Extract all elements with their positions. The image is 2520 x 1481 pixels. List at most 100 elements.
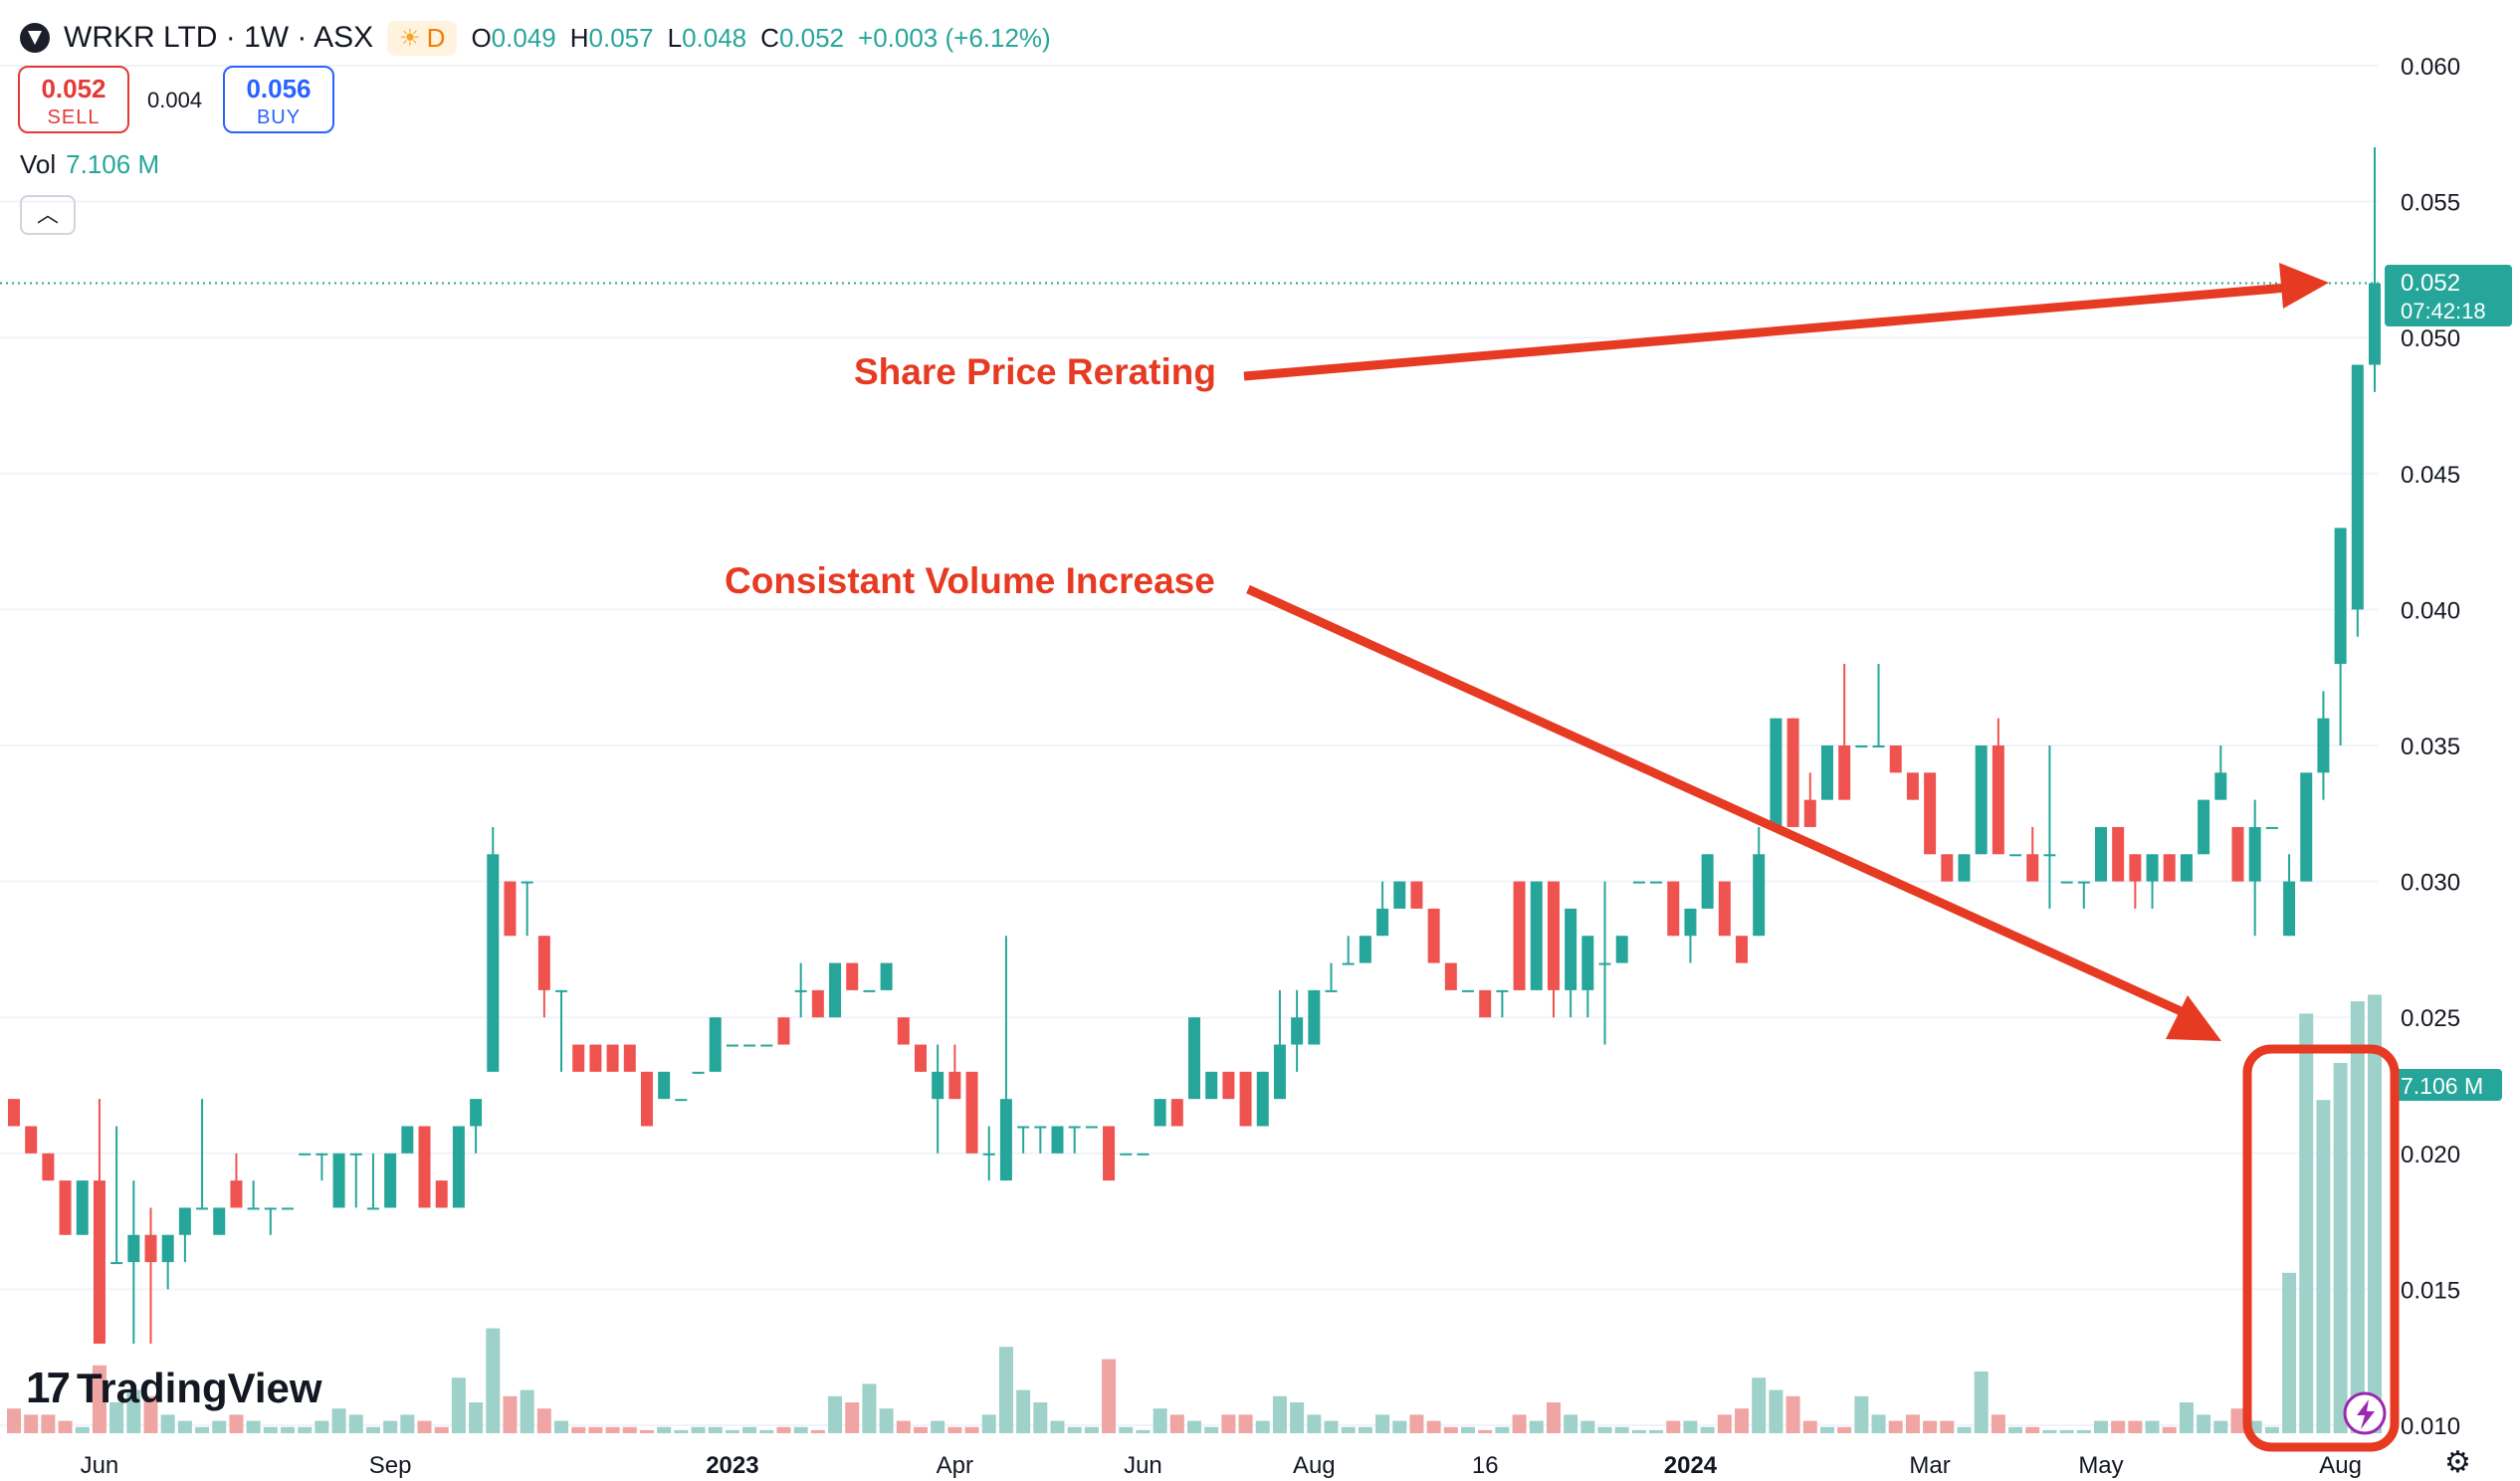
candle-body — [8, 1099, 20, 1127]
volume-bar — [177, 1420, 192, 1433]
candle-body — [247, 1207, 260, 1210]
candlesticks — [8, 146, 2381, 1345]
volume-bar — [246, 1420, 261, 1433]
candle-body — [384, 1153, 397, 1208]
volume-bar — [1785, 1395, 1800, 1433]
volume-bar — [1324, 1420, 1339, 1433]
sell-label: SELL — [47, 106, 101, 128]
symbol-title[interactable]: WRKR LTD · 1W · ASX — [64, 21, 374, 54]
volume-bar — [1735, 1408, 1750, 1433]
volume-bar — [520, 1389, 534, 1433]
candle-body — [521, 881, 533, 884]
volume-bar — [2197, 1414, 2211, 1433]
volume-bar — [742, 1426, 757, 1433]
lightning-icon[interactable] — [2343, 1391, 2387, 1435]
tradingview-wordmark: TradingView — [76, 1365, 322, 1411]
volume-badge: 7.106 M — [2393, 1069, 2502, 1101]
candle-body — [640, 1071, 653, 1127]
time-tick-label: Aug — [1293, 1452, 1336, 1479]
volume-bar — [1478, 1429, 1493, 1433]
volume-bar — [1495, 1426, 1510, 1433]
price-tick-label: 0.030 — [2401, 870, 2460, 897]
candle-body — [948, 1071, 961, 1100]
volume-bar — [1050, 1420, 1065, 1433]
volume-legend[interactable]: Vol 7.106 M — [20, 149, 159, 180]
candle-body — [1393, 881, 1406, 909]
time-axis[interactable]: Jun Sep 2023 Apr Jun Aug 16 2024 Mar May Aug — [81, 1452, 2362, 1479]
volume-bar — [622, 1426, 637, 1433]
candle-body — [504, 881, 517, 937]
volume-bar — [725, 1429, 739, 1433]
volume-bar — [691, 1426, 706, 1433]
candle-body — [299, 1153, 312, 1156]
time-tick-label: Jun — [81, 1452, 119, 1479]
volume-bar — [1802, 1420, 1817, 1433]
candle-body — [1410, 881, 1423, 909]
volume-bar — [1837, 1426, 1852, 1433]
spread-value: 0.004 — [147, 88, 203, 112]
candle-body — [914, 1044, 927, 1072]
volume-bar — [1443, 1426, 1458, 1433]
volume-bar — [1564, 1414, 1578, 1433]
volume-bar — [1631, 1429, 1646, 1433]
volume-legend-label: Vol — [20, 149, 57, 179]
candle-body — [161, 1234, 174, 1263]
candle-body — [2094, 826, 2107, 882]
candle-body — [2248, 826, 2261, 882]
candle-body — [1803, 799, 1816, 827]
market-status-badge[interactable]: ☀ D — [387, 20, 458, 56]
volume-bar — [315, 1420, 329, 1433]
candle-body — [401, 1126, 414, 1154]
candle-body — [144, 1234, 157, 1263]
volume-bar — [2230, 1408, 2245, 1433]
volume-bar — [964, 1426, 979, 1433]
time-tick-label: 2023 — [706, 1452, 758, 1479]
candle-body — [1530, 881, 1543, 990]
candle-body — [1992, 745, 2004, 855]
close-value: 0.052 — [778, 22, 845, 53]
volume-bar — [1187, 1420, 1201, 1433]
candle-body — [435, 1180, 448, 1208]
candle-body — [1376, 908, 1389, 937]
volume-bar — [879, 1408, 894, 1433]
sell-button[interactable]: 0.052 SELL — [18, 66, 129, 133]
volume-bar — [263, 1426, 278, 1433]
volume-bar — [348, 1414, 363, 1433]
candle-body — [59, 1180, 72, 1235]
time-tick-label: Apr — [937, 1452, 973, 1479]
price-tick-label: 0.040 — [2401, 597, 2460, 624]
candle-body — [2283, 881, 2296, 937]
candle-body — [692, 1071, 705, 1074]
settings-gear-icon[interactable]: ⚙ — [2444, 1446, 2471, 1479]
candle-body — [1496, 989, 1509, 992]
volume-bar — [1580, 1420, 1595, 1433]
volume-bar — [7, 1408, 21, 1433]
candle-body — [555, 989, 568, 992]
volume-bar — [1461, 1426, 1476, 1433]
volume-bar — [1769, 1389, 1784, 1433]
volume-bar — [2282, 1272, 2297, 1433]
low-value: 0.048 — [682, 22, 747, 53]
price-axis[interactable]: 0.060 0.055 0.050 0.045 0.040 0.035 0.030 0.025… — [2401, 54, 2460, 1440]
chevron-up-icon[interactable]: ︿ — [20, 195, 76, 235]
volume-bar — [708, 1426, 723, 1433]
buy-button[interactable]: 0.056 BUY — [223, 66, 334, 133]
volume-bar — [1290, 1402, 1305, 1433]
candle-body — [2146, 854, 2159, 882]
tradingview-logo[interactable]: 17 TradingView — [26, 1364, 322, 1413]
volume-bar — [1888, 1420, 1903, 1433]
candle-body — [1034, 1126, 1047, 1129]
volume-bar — [947, 1426, 962, 1433]
volume-bar — [2059, 1429, 2074, 1433]
volume-bar — [1136, 1429, 1151, 1433]
candle-body — [1291, 1017, 1304, 1045]
candle-body — [829, 962, 842, 1018]
volume-bar — [639, 1429, 654, 1433]
candle-body — [1786, 718, 1799, 827]
candle-body — [2026, 854, 2039, 882]
candle-body — [178, 1207, 191, 1235]
time-tick-label: May — [2078, 1452, 2123, 1479]
volume-bar — [400, 1414, 415, 1433]
price-tick-label: 0.010 — [2401, 1413, 2460, 1440]
